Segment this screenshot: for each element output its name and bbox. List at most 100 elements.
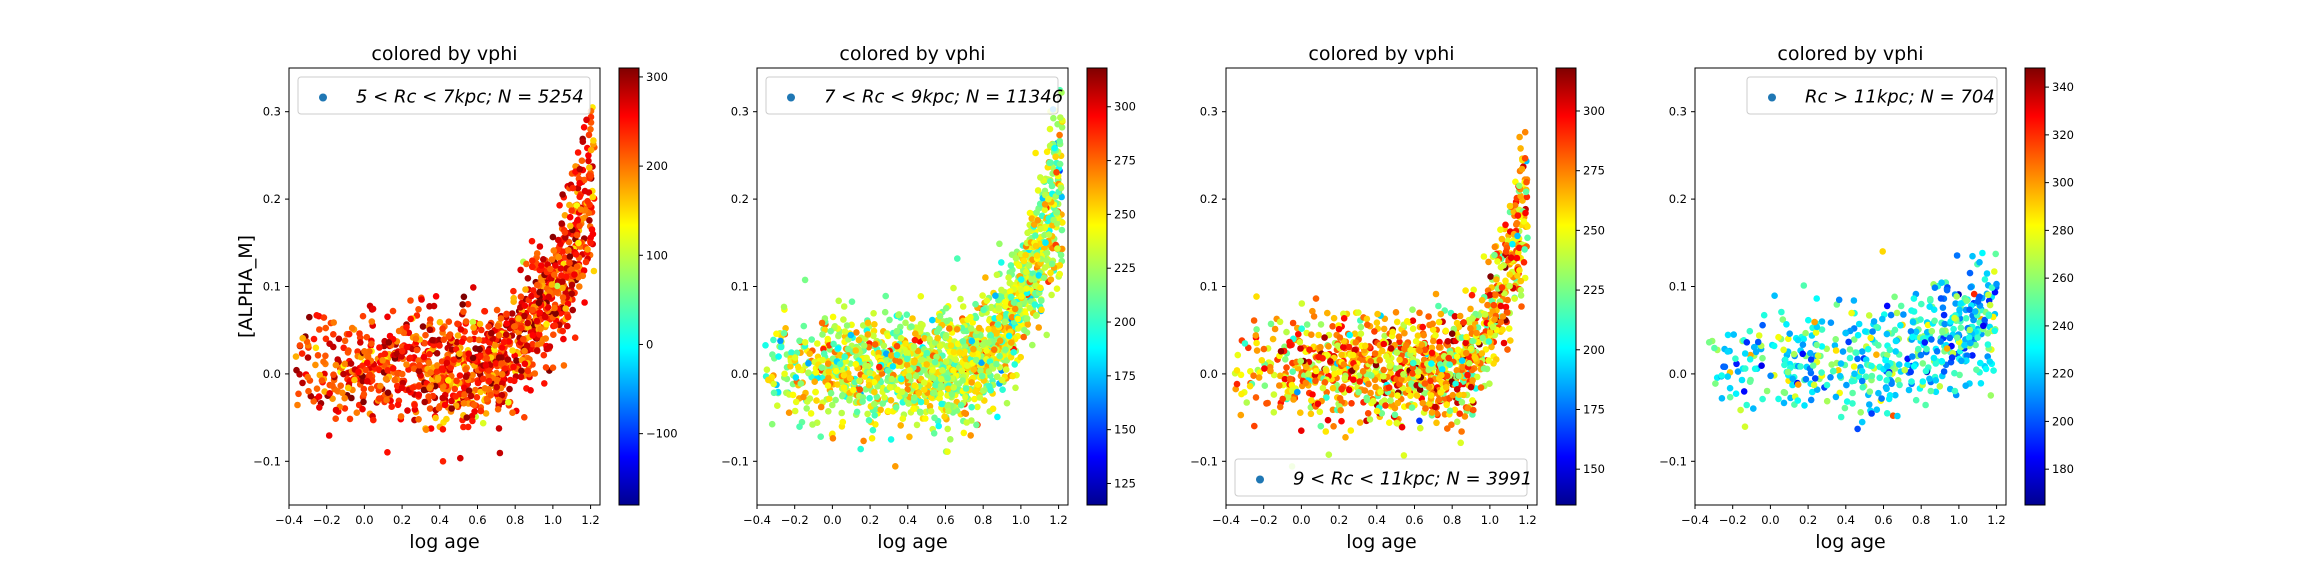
scatter-point [537, 325, 544, 333]
scatter-point [1407, 346, 1415, 354]
scatter-point [587, 239, 594, 247]
scatter-point [411, 401, 418, 409]
scatter-point [929, 316, 936, 324]
scatter-point [933, 353, 940, 361]
scatter-point [954, 255, 961, 262]
scatter-point [777, 337, 784, 345]
scatter-point [517, 373, 525, 381]
scatter-point [1937, 338, 1944, 345]
scatter-point [1283, 364, 1290, 371]
scatter-point [1419, 399, 1427, 407]
scatter-point [1794, 397, 1802, 404]
scatter-point [427, 425, 435, 432]
scatter-point [510, 287, 517, 295]
scatter-point [354, 348, 361, 355]
scatter-point [1256, 369, 1264, 376]
scatter-point [500, 338, 508, 346]
scatter-point [1932, 388, 1940, 396]
scatter-point [475, 336, 483, 344]
scatter-point [1436, 338, 1443, 346]
scatter-point [884, 367, 892, 374]
scatter-point [892, 463, 899, 470]
scatter-point [945, 407, 952, 415]
scatter-point [566, 213, 574, 221]
scatter-point [564, 322, 571, 330]
x-tick-label: 0.4 [899, 513, 917, 527]
colorbar-tick-label: 150 [1583, 462, 1605, 476]
scatter-point [1891, 326, 1899, 334]
scatter-point [1794, 381, 1802, 388]
scatter-point [1846, 346, 1854, 353]
scatter-points [292, 104, 598, 465]
legend-box [1234, 458, 1528, 497]
scatter-point [1893, 309, 1901, 317]
scatter-point [1491, 251, 1498, 259]
scatter-point [577, 206, 585, 213]
scatter-point [1351, 346, 1359, 354]
scatter-point [972, 356, 980, 364]
scatter-point [765, 376, 772, 384]
scatter-point [1843, 381, 1850, 389]
scatter-point [818, 319, 826, 327]
scatter-point [470, 284, 477, 291]
scatter-point [800, 393, 807, 401]
scatter-point [405, 329, 413, 337]
scatter-point [780, 303, 788, 311]
scatter-point [1263, 400, 1270, 407]
scatter-point [429, 336, 436, 344]
scatter-point [1028, 215, 1036, 222]
scatter-point [959, 377, 966, 384]
plot-area [1695, 68, 2006, 505]
scatter-point [1023, 285, 1030, 292]
scatter-point [1467, 325, 1474, 332]
scatter-point [1858, 348, 1866, 355]
x-tick-label: 0.2 [1799, 513, 1817, 527]
scatter-point [1883, 330, 1891, 338]
scatter-point [1513, 254, 1521, 262]
scatter-point [585, 152, 592, 159]
scatter-point [1294, 388, 1301, 396]
scatter-point [829, 313, 837, 321]
scatter-point [495, 397, 503, 404]
scatter-point [1298, 427, 1305, 435]
scatter-point [1047, 159, 1054, 166]
scatter-point [887, 436, 895, 443]
scatter-point [926, 335, 933, 343]
scatter-point [1843, 398, 1851, 405]
scatter-point [1393, 375, 1400, 383]
scatter-point [473, 394, 481, 401]
scatter-point [543, 320, 550, 328]
scatter-point [1991, 268, 1998, 275]
scatter-point [498, 391, 506, 399]
scatter-point [548, 281, 556, 288]
scatter-point [1835, 367, 1842, 374]
scatter-point [1504, 309, 1511, 316]
scatter-point [898, 375, 905, 383]
scatter-point [911, 382, 918, 389]
scatter-point [457, 454, 464, 462]
scatter-point [1963, 357, 1970, 364]
scatter-point [1267, 320, 1275, 328]
scatter-point [1862, 373, 1870, 381]
y-tick-label: 0.2 [263, 192, 281, 206]
scatter-point [998, 376, 1006, 384]
x-tick-label: −0.4 [1681, 513, 1709, 527]
scatter-point [1455, 372, 1462, 380]
scatter-point [968, 337, 976, 345]
scatter-point [880, 342, 888, 350]
scatter-point [413, 346, 421, 354]
scatter-point [943, 304, 950, 312]
scatter-point [1977, 359, 1984, 367]
scatter-point [1308, 331, 1315, 339]
scatter-point [1952, 300, 1959, 307]
scatter-point [383, 396, 390, 404]
scatter-point [930, 430, 938, 437]
scatter-point [523, 342, 531, 350]
scatter-point [1811, 375, 1819, 382]
scatter-point [573, 263, 581, 271]
scatter-point [1006, 269, 1013, 276]
scatter-point [1807, 396, 1815, 404]
scatter-point [1854, 355, 1861, 363]
scatter-point [1416, 417, 1423, 425]
scatter-point [363, 359, 371, 367]
